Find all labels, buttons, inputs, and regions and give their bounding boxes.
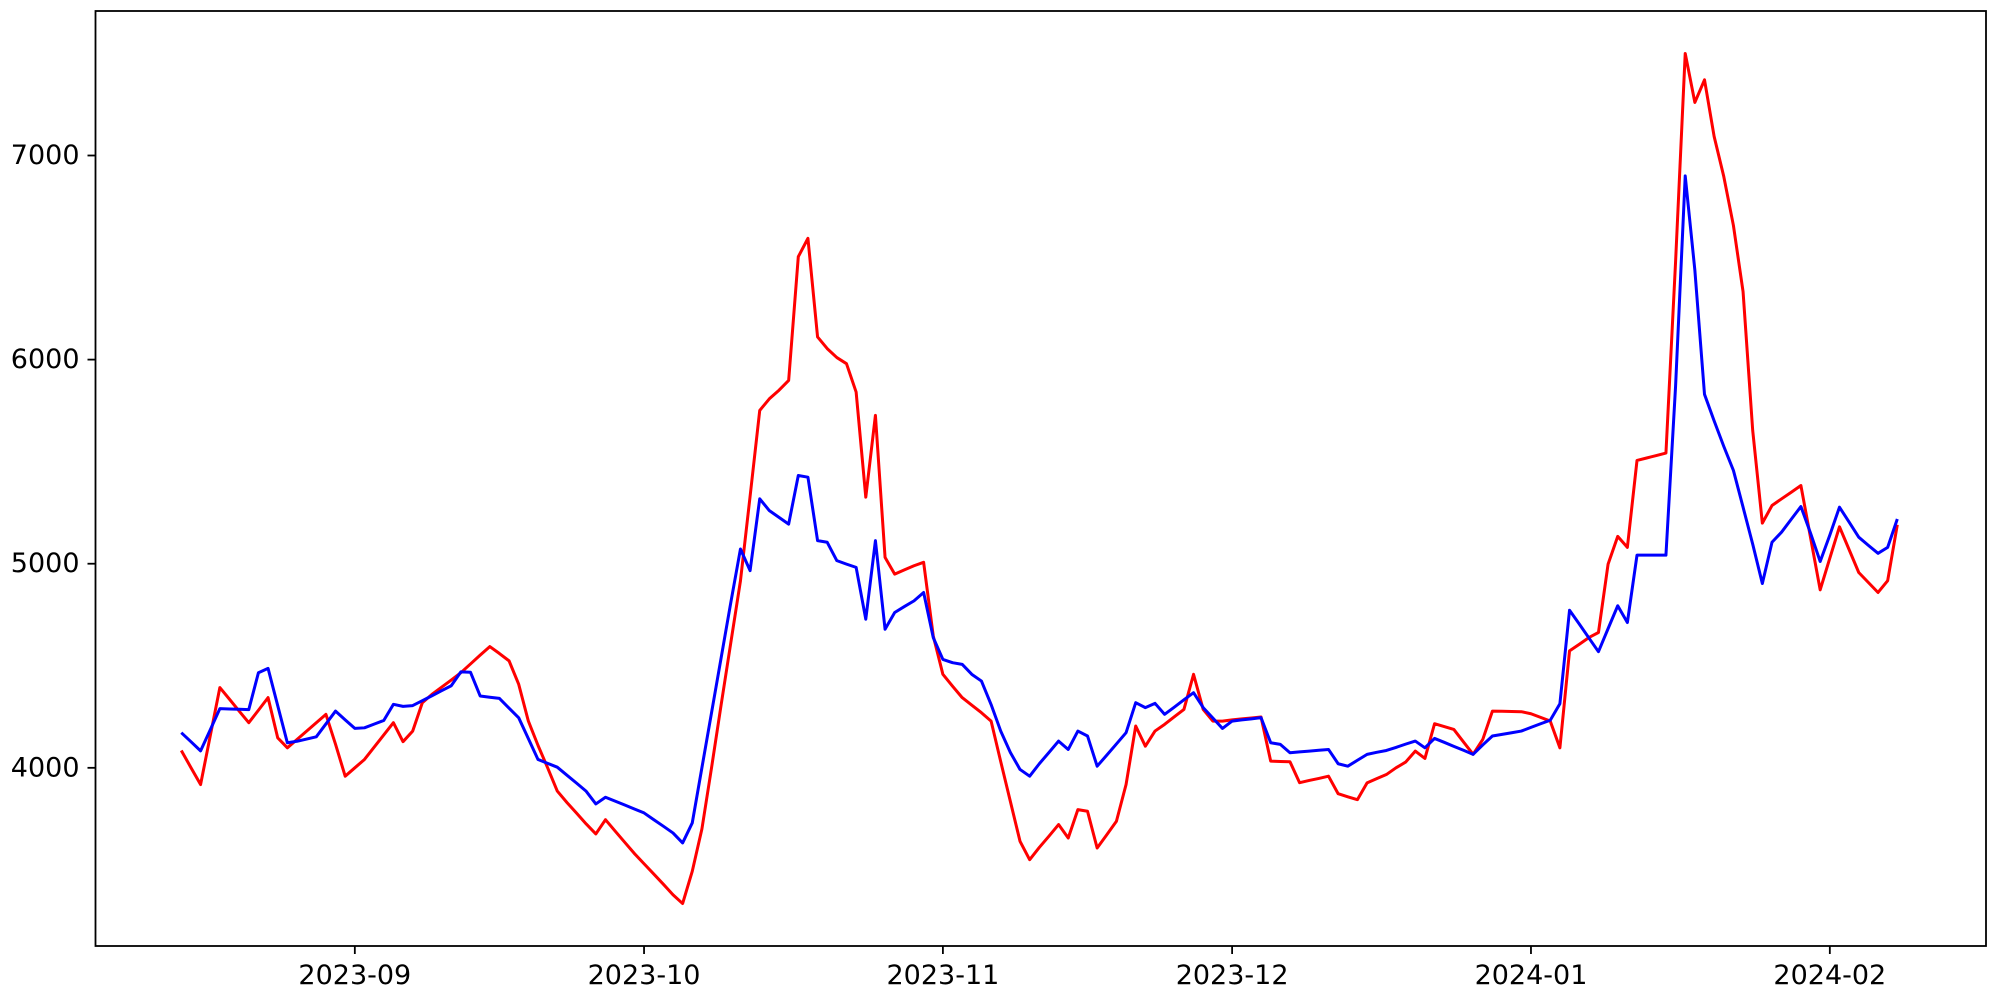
x-tick-label-2023-10: 2023-10 [588, 960, 701, 991]
y-tick-label-7000: 7000 [11, 140, 80, 171]
x-tick-label-2023-11: 2023-11 [886, 960, 999, 991]
x-tick-label-2024-01: 2024-01 [1475, 960, 1588, 991]
y-tick-label-5000: 5000 [11, 548, 80, 579]
plot-border [94, 10, 1987, 947]
red-series-line [179, 51, 1899, 906]
y-tick-label-4000: 4000 [11, 752, 80, 783]
y-tick-label-6000: 6000 [11, 344, 80, 375]
x-tick-label-2023-12: 2023-12 [1176, 960, 1289, 991]
x-tick-label-2024-02: 2024-02 [1773, 960, 1886, 991]
blue-series-line [180, 174, 1899, 845]
x-tick-label-2023-09: 2023-09 [298, 960, 411, 991]
